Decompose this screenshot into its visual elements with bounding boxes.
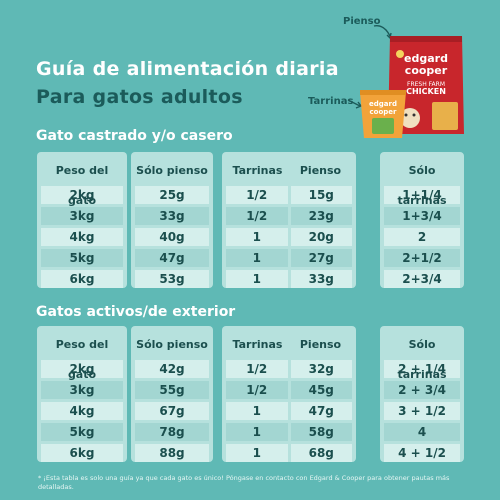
svg-text:FRESH FARM: FRESH FARM bbox=[407, 81, 445, 88]
cell-solo-tarrinas: 2 + 3/4 bbox=[384, 381, 460, 399]
cell-tarrinas: 1 bbox=[226, 249, 288, 267]
cell-solo-tarrinas: 2+1/2 bbox=[384, 249, 460, 267]
cell-pienso: 23g bbox=[290, 207, 352, 225]
cell-solo-pienso: 25g bbox=[135, 186, 209, 204]
cell-solo-pienso: 78g bbox=[135, 423, 209, 441]
table-row: 1 33g bbox=[226, 270, 352, 288]
header-solo-pienso: Sólo pienso bbox=[136, 164, 208, 177]
cell-peso: 2kg bbox=[41, 186, 123, 204]
cell-peso: 6kg bbox=[41, 444, 123, 462]
cell-peso: 5kg bbox=[41, 249, 123, 267]
svg-text:edgard: edgard bbox=[369, 100, 397, 108]
pienso-label: Pienso bbox=[343, 16, 381, 27]
header-solo-tarrinas: Sólo tarrinas bbox=[397, 164, 446, 207]
panel-solo-pienso-1: Sólo pienso 25g 33g 40g 47g 53g bbox=[131, 152, 213, 288]
panel-solo-tarrinas-1: Sólo tarrinas 1+1/4 1+3/4 2 2+1/2 2+3/4 bbox=[380, 152, 464, 288]
food-tub-icon: edgard cooper bbox=[360, 90, 406, 138]
cell-pienso: 58g bbox=[290, 423, 352, 441]
table-row: 1/2 23g bbox=[226, 207, 352, 225]
cell-solo-tarrinas: 1+1/4 bbox=[384, 186, 460, 204]
table-row: 1/2 32g bbox=[226, 360, 352, 378]
cell-tarrinas: 1 bbox=[226, 402, 288, 420]
cell-pienso: 32g bbox=[290, 360, 352, 378]
table-row: 1/2 15g bbox=[226, 186, 352, 204]
header-peso: Peso del gato bbox=[55, 338, 109, 381]
cell-solo-tarrinas: 1+3/4 bbox=[384, 207, 460, 225]
cell-pienso: 47g bbox=[290, 402, 352, 420]
cell-solo-tarrinas: 4 + 1/2 bbox=[384, 444, 460, 462]
cell-tarrinas: 1 bbox=[226, 423, 288, 441]
cell-solo-pienso: 40g bbox=[135, 228, 209, 246]
table-row: 1 68g bbox=[226, 444, 352, 462]
cell-pienso: 15g bbox=[290, 186, 352, 204]
header-tarrinas: Tarrinas bbox=[232, 164, 283, 177]
cell-solo-tarrinas: 4 bbox=[384, 423, 460, 441]
header-solo-tarrinas: Sólo tarrinas bbox=[397, 338, 446, 381]
header-mixed: Tarrinas Pienso bbox=[226, 156, 352, 186]
cell-pienso: 45g bbox=[290, 381, 352, 399]
arrow-tarrinas-icon bbox=[347, 99, 363, 109]
page-title: Guía de alimentación diaria bbox=[36, 58, 339, 80]
cell-peso: 4kg bbox=[41, 402, 123, 420]
cell-peso: 3kg bbox=[41, 381, 123, 399]
cell-solo-pienso: 42g bbox=[135, 360, 209, 378]
cell-solo-pienso: 33g bbox=[135, 207, 209, 225]
bag-brand-text: edgard bbox=[404, 52, 448, 65]
food-bag-icon: edgard cooper FRESH FARM CHICKEN bbox=[388, 36, 464, 134]
table-row: 1 58g bbox=[226, 423, 352, 441]
panel-solo-pienso-2: Sólo pienso 42g 55g 67g 78g 88g bbox=[131, 326, 213, 462]
cell-tarrinas: 1/2 bbox=[226, 360, 288, 378]
panel-mixed-1: Tarrinas Pienso 1/2 15g 1/2 23g 1 20g 1 … bbox=[222, 152, 356, 288]
header-solo-pienso: Sólo pienso bbox=[136, 338, 208, 351]
cell-peso: 3kg bbox=[41, 207, 123, 225]
cell-peso: 5kg bbox=[41, 423, 123, 441]
table-row: 1 27g bbox=[226, 249, 352, 267]
cell-tarrinas: 1 bbox=[226, 270, 288, 288]
panel-peso-1: Peso del gato 2kg 3kg 4kg 5kg 6kg bbox=[37, 152, 127, 288]
panel-peso-2: Peso del gato 2kg 3kg 4kg 5kg 6kg bbox=[37, 326, 127, 462]
cell-solo-tarrinas: 2 + 1/4 bbox=[384, 360, 460, 378]
cell-peso: 4kg bbox=[41, 228, 123, 246]
cell-solo-tarrinas: 2+3/4 bbox=[384, 270, 460, 288]
cell-pienso: 33g bbox=[290, 270, 352, 288]
cell-pienso: 20g bbox=[290, 228, 352, 246]
svg-text:cooper: cooper bbox=[370, 108, 398, 116]
cell-solo-tarrinas: 2 bbox=[384, 228, 460, 246]
cell-tarrinas: 1 bbox=[226, 444, 288, 462]
header-mixed: Tarrinas Pienso bbox=[226, 330, 352, 360]
cell-solo-pienso: 67g bbox=[135, 402, 209, 420]
cell-solo-tarrinas: 3 + 1/2 bbox=[384, 402, 460, 420]
cell-solo-pienso: 88g bbox=[135, 444, 209, 462]
cell-solo-pienso: 53g bbox=[135, 270, 209, 288]
cell-pienso: 27g bbox=[290, 249, 352, 267]
cell-tarrinas: 1/2 bbox=[226, 381, 288, 399]
header-tarrinas: Tarrinas bbox=[232, 338, 283, 351]
header-peso: Peso del gato bbox=[55, 164, 109, 207]
tarrinas-label: Tarrinas bbox=[308, 96, 354, 107]
cell-tarrinas: 1 bbox=[226, 228, 288, 246]
cell-solo-pienso: 55g bbox=[135, 381, 209, 399]
section-title-castrado: Gato castrado y/o casero bbox=[36, 128, 233, 144]
header-pienso: Pienso bbox=[299, 338, 342, 351]
cell-tarrinas: 1/2 bbox=[226, 186, 288, 204]
cell-peso: 2kg bbox=[41, 360, 123, 378]
section-title-activos: Gatos activos/de exterior bbox=[36, 304, 236, 320]
header-pienso: Pienso bbox=[299, 164, 342, 177]
table-row: 1 20g bbox=[226, 228, 352, 246]
panel-mixed-2: Tarrinas Pienso 1/2 32g 1/2 45g 1 47g 1 … bbox=[222, 326, 356, 462]
table-row: 1/2 45g bbox=[226, 381, 352, 399]
cell-tarrinas: 1/2 bbox=[226, 207, 288, 225]
page-subtitle: Para gatos adultos bbox=[36, 86, 243, 108]
cell-pienso: 68g bbox=[290, 444, 352, 462]
svg-text:CHICKEN: CHICKEN bbox=[406, 87, 446, 96]
svg-text:cooper: cooper bbox=[405, 64, 448, 77]
table-row: 1 47g bbox=[226, 402, 352, 420]
cell-solo-pienso: 47g bbox=[135, 249, 209, 267]
footnote: * ¡Esta tabla es solo una guía ya que ca… bbox=[38, 474, 450, 491]
cell-peso: 6kg bbox=[41, 270, 123, 288]
panel-solo-tarrinas-2: Sólo tarrinas 2 + 1/4 2 + 3/4 3 + 1/2 4 … bbox=[380, 326, 464, 462]
